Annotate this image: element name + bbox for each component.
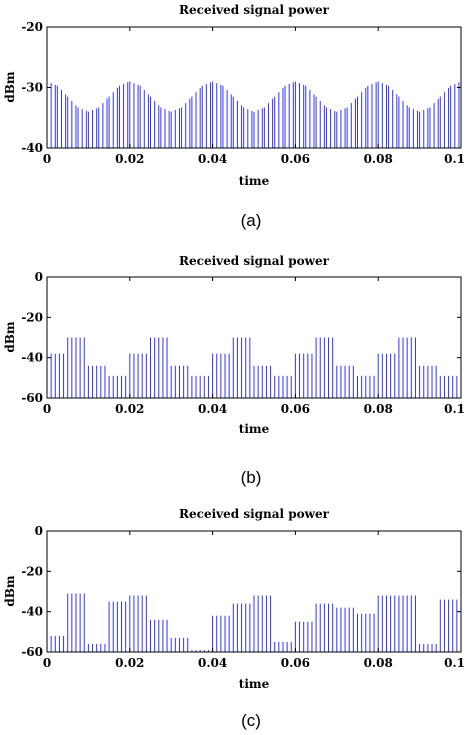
x-tick-label: 0.04	[198, 152, 227, 166]
x-tick-group: 0 0.02 0.04 0.06 0.08 0.1	[43, 531, 465, 670]
y-axis-label: dBm	[3, 321, 17, 353]
x-tick-label: 0.06	[281, 152, 310, 166]
y-tick-label: 0	[35, 270, 43, 284]
x-tick-label: 0.08	[364, 402, 393, 416]
chart-title: Received signal power	[179, 507, 330, 521]
x-tick-label: 0.04	[198, 402, 227, 416]
y-tick-label: -40	[21, 141, 43, 155]
figure-caption: (c)	[241, 711, 261, 730]
x-tick-group: 0 0.02 0.04 0.06 0.08 0.1	[43, 27, 465, 166]
stem-group	[46, 337, 458, 398]
plot-frame	[46, 530, 462, 653]
y-tick-group: 0 -20 -40 -60	[21, 270, 461, 405]
x-tick-label: 0.04	[198, 656, 227, 670]
stem-group	[46, 593, 458, 652]
x-tick-label: 0.08	[364, 152, 393, 166]
x-tick-label: 0.06	[281, 402, 310, 416]
x-tick-label: 0.02	[115, 152, 144, 166]
plot-frame	[46, 26, 462, 149]
stem-group	[46, 81, 462, 148]
y-axis-label: dBm	[3, 71, 17, 103]
x-tick-label: 0.08	[364, 656, 393, 670]
figure-caption: (b)	[241, 468, 262, 487]
y-tick-group: 0 -20 -40 -60	[21, 524, 461, 659]
x-tick-label: 0.02	[115, 656, 144, 670]
y-tick-label: -30	[21, 81, 43, 95]
x-tick-group: 0 0.02 0.04 0.06 0.08 0.1	[43, 277, 465, 416]
y-axis-label: dBm	[3, 575, 17, 607]
x-tick-label: 0.06	[281, 656, 310, 670]
x-tick-label: 0	[43, 402, 51, 416]
y-tick-label: -20	[21, 310, 43, 324]
x-tick-label: 0	[43, 656, 51, 670]
x-tick-label: 0.1	[444, 152, 465, 166]
y-tick-label: -60	[21, 645, 43, 659]
chart-title: Received signal power	[179, 3, 330, 17]
chart-title: Received signal power	[179, 254, 330, 268]
chart-panel-c: Received signal power dBm time (c) 0 0.02…	[3, 507, 465, 730]
x-tick-label: 0.1	[444, 402, 465, 416]
chart-panel-b: Received signal power dBm time (b) 0 0.02…	[3, 254, 465, 487]
x-axis-label: time	[239, 422, 270, 436]
x-tick-label: 0.02	[115, 402, 144, 416]
x-tick-label: 0.1	[444, 656, 465, 670]
y-tick-label: -40	[21, 351, 43, 365]
plot-frame	[46, 276, 462, 399]
x-tick-label: 0	[43, 152, 51, 166]
chart-panel-a: Received signal power dBm time (a) 0 0.02…	[3, 3, 465, 230]
y-tick-label: 0	[35, 524, 43, 538]
figure-caption: (a)	[241, 211, 262, 230]
x-axis-label: time	[239, 677, 270, 691]
y-tick-label: -60	[21, 391, 43, 405]
x-axis-label: time	[239, 174, 270, 188]
y-tick-label: -20	[21, 20, 43, 34]
y-tick-group: -20 -30 -40	[21, 20, 461, 155]
y-tick-label: -20	[21, 564, 43, 578]
y-tick-label: -40	[21, 605, 43, 619]
